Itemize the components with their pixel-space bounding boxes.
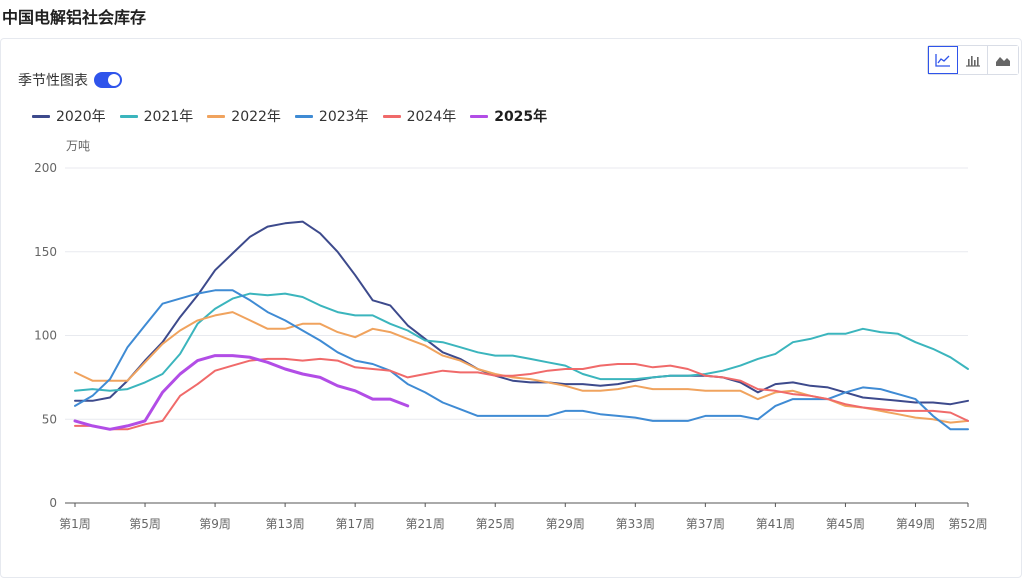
chart-legend: 2020年 2021年 2022年 2023年 2024年 2025年 bbox=[32, 106, 547, 126]
legend-item[interactable]: 2021年 bbox=[119, 106, 194, 126]
x-tick-label: 第45周 bbox=[826, 517, 865, 531]
y-tick-label: 150 bbox=[34, 245, 57, 259]
line-chart-button[interactable] bbox=[928, 46, 958, 74]
legend-swatch bbox=[32, 114, 50, 118]
x-tick-label: 第1周 bbox=[59, 517, 91, 531]
x-tick-label: 第25周 bbox=[476, 517, 515, 531]
legend-label: 2022年 bbox=[231, 109, 281, 125]
y-tick-label: 50 bbox=[42, 412, 57, 426]
x-tick-label: 第37周 bbox=[686, 517, 725, 531]
page-title: 中国电解铝社会库存 bbox=[2, 8, 147, 27]
x-tick-label: 第5周 bbox=[129, 517, 161, 531]
bar-chart-icon bbox=[965, 56, 980, 67]
area-chart-icon bbox=[996, 57, 1010, 66]
legend-label: 2025年 bbox=[494, 109, 548, 125]
seasonal-toggle-label: 季节性图表 bbox=[18, 73, 88, 89]
y-tick-label: 200 bbox=[34, 161, 57, 175]
legend-swatch bbox=[382, 114, 401, 118]
legend-swatch bbox=[294, 114, 313, 118]
series-line-2022年 bbox=[74, 311, 969, 424]
x-tick-label: 第52周 bbox=[948, 517, 987, 531]
x-tick-label: 第41周 bbox=[756, 517, 795, 531]
area-chart-button[interactable] bbox=[988, 46, 1018, 74]
y-axis-unit: 万吨 bbox=[66, 139, 91, 153]
y-tick-label: 100 bbox=[34, 329, 57, 343]
x-tick-label: 第17周 bbox=[336, 517, 375, 531]
legend-item[interactable]: 2023年 bbox=[294, 106, 369, 126]
legend-label: 2023年 bbox=[318, 109, 369, 125]
y-tick-label: 0 bbox=[49, 496, 57, 510]
seasonal-toggle[interactable] bbox=[94, 72, 122, 88]
series-line-2020年 bbox=[74, 220, 969, 406]
legend-label: 2024年 bbox=[406, 109, 457, 125]
series-line-2024年 bbox=[74, 357, 969, 431]
legend-item[interactable]: 2025年 bbox=[470, 106, 547, 126]
legend-item[interactable]: 2024年 bbox=[382, 106, 457, 126]
x-tick-label: 第21周 bbox=[406, 517, 445, 531]
toggle-knob bbox=[108, 74, 120, 86]
x-tick-label: 第29周 bbox=[546, 517, 585, 531]
legend-swatch bbox=[470, 114, 489, 118]
x-tick-label: 第13周 bbox=[265, 517, 304, 531]
x-tick-label: 第33周 bbox=[616, 517, 655, 531]
chart-type-switcher bbox=[927, 45, 1019, 75]
series-line-2025年 bbox=[73, 354, 410, 431]
legend-swatch bbox=[207, 114, 226, 118]
line-chart-icon bbox=[935, 54, 950, 67]
series-line-2021年 bbox=[74, 292, 969, 392]
chart-panel bbox=[0, 38, 1022, 578]
legend-label: 2021年 bbox=[143, 109, 194, 125]
legend-label: 2020年 bbox=[56, 109, 106, 125]
series-line-2023年 bbox=[74, 289, 969, 431]
x-tick-label: 第9周 bbox=[199, 517, 231, 531]
legend-item[interactable]: 2022年 bbox=[207, 106, 281, 126]
bar-chart-button[interactable] bbox=[958, 46, 988, 74]
x-tick-label: 第49周 bbox=[896, 517, 935, 531]
legend-item[interactable]: 2020年 bbox=[32, 106, 106, 126]
legend-swatch bbox=[119, 114, 138, 118]
seasonal-toggle-row: 季节性图表 bbox=[18, 70, 122, 90]
